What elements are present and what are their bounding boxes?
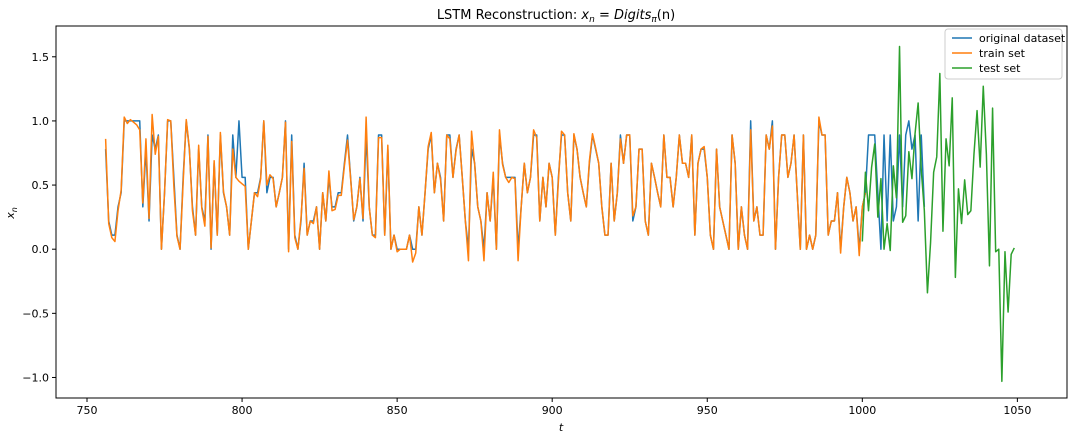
chart-title: LSTM Reconstruction: xn = Digitsπ(n) [437,8,675,25]
series-line-train-set [104,113,867,263]
y-tick-label: −0.5 [22,307,49,320]
plot-frame [55,25,1068,399]
y-axis-label-var: x [4,212,17,220]
chart-title-func: Digits [614,8,652,23]
series-layer [104,45,1015,383]
y-axis-label-sub: n [10,207,19,212]
x-tick-label: 800 [232,404,253,417]
y-axis-label: xn [4,207,19,220]
legend-label-original: original dataset [979,32,1066,45]
chart-title-funcsub: π [651,15,657,25]
chart-title-sub: n [589,15,595,25]
y-axis: −1.0 −0.5 0.0 0.5 1.0 1.5 [22,51,56,384]
y-tick-label: 1.0 [32,115,50,128]
y-tick-label: 0.5 [32,179,50,192]
x-tick-label: 850 [387,404,408,417]
chart-title-prefix: LSTM Reconstruction: [437,8,582,23]
y-tick-label: −1.0 [22,371,49,384]
legend-label-train: train set [979,47,1026,60]
x-axis: 750 800 850 900 950 1000 1050 [77,398,1031,417]
chart-title-arg: (n) [657,8,675,23]
legend: original dataset train set test set [944,28,1066,80]
chart-title-eq: = [595,8,614,23]
y-tick-label: 1.5 [32,51,50,64]
legend-box [944,28,1063,80]
x-tick-label: 1000 [848,404,876,417]
x-tick-label: 900 [542,404,563,417]
x-axis-label: t [559,421,564,434]
x-tick-label: 750 [77,404,98,417]
x-tick-label: 1050 [1003,404,1031,417]
y-tick-label: 0.0 [32,243,50,256]
series-line-test-set [861,45,1015,383]
x-tick-label: 950 [697,404,718,417]
legend-label-test: test set [979,62,1021,75]
chart-title-var: x [580,8,589,23]
